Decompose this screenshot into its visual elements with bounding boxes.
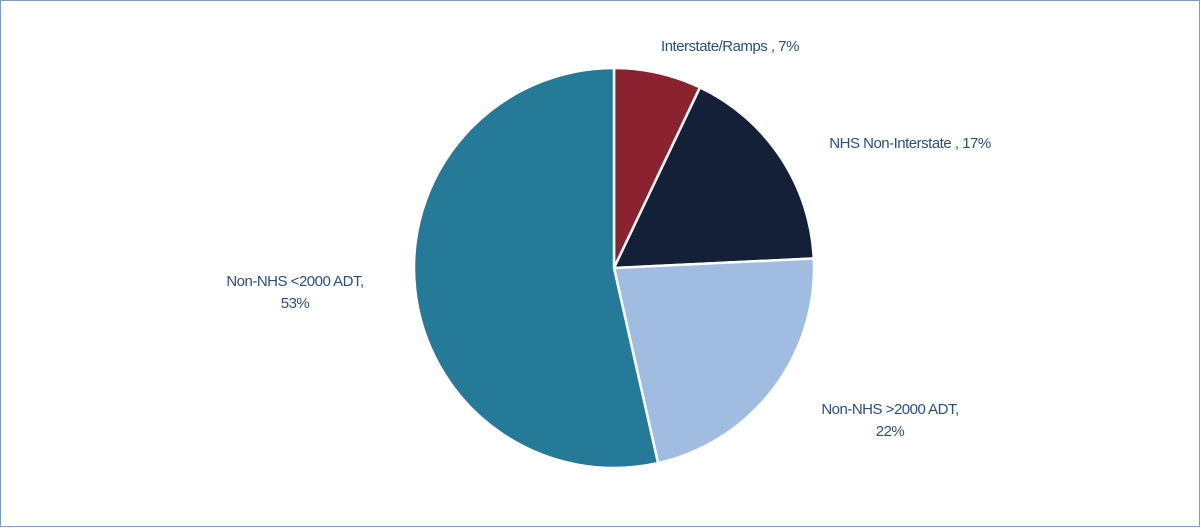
data-label: NHS Non-Interstate , 17%	[829, 135, 991, 152]
category-label: NHS Non-Interstate	[829, 135, 951, 152]
value-label: 53%	[281, 295, 310, 312]
pie-slice	[412, 66, 660, 470]
pie-slice	[611, 85, 816, 270]
pie-slice	[612, 257, 816, 465]
data-label: Non-NHS <2000 ADT,	[226, 273, 363, 290]
value-label: 7%	[778, 38, 799, 55]
value-label: 17%	[962, 135, 991, 152]
category-label: Interstate/Ramps	[661, 38, 767, 55]
value-label: 22%	[876, 423, 905, 440]
category-label: Non-NHS >2000 ADT	[821, 401, 957, 418]
data-label: Non-NHS >2000 ADT,	[821, 401, 958, 418]
category-label: Non-NHS <2000 ADT	[226, 273, 362, 290]
data-label: Interstate/Ramps , 7%	[661, 38, 799, 55]
